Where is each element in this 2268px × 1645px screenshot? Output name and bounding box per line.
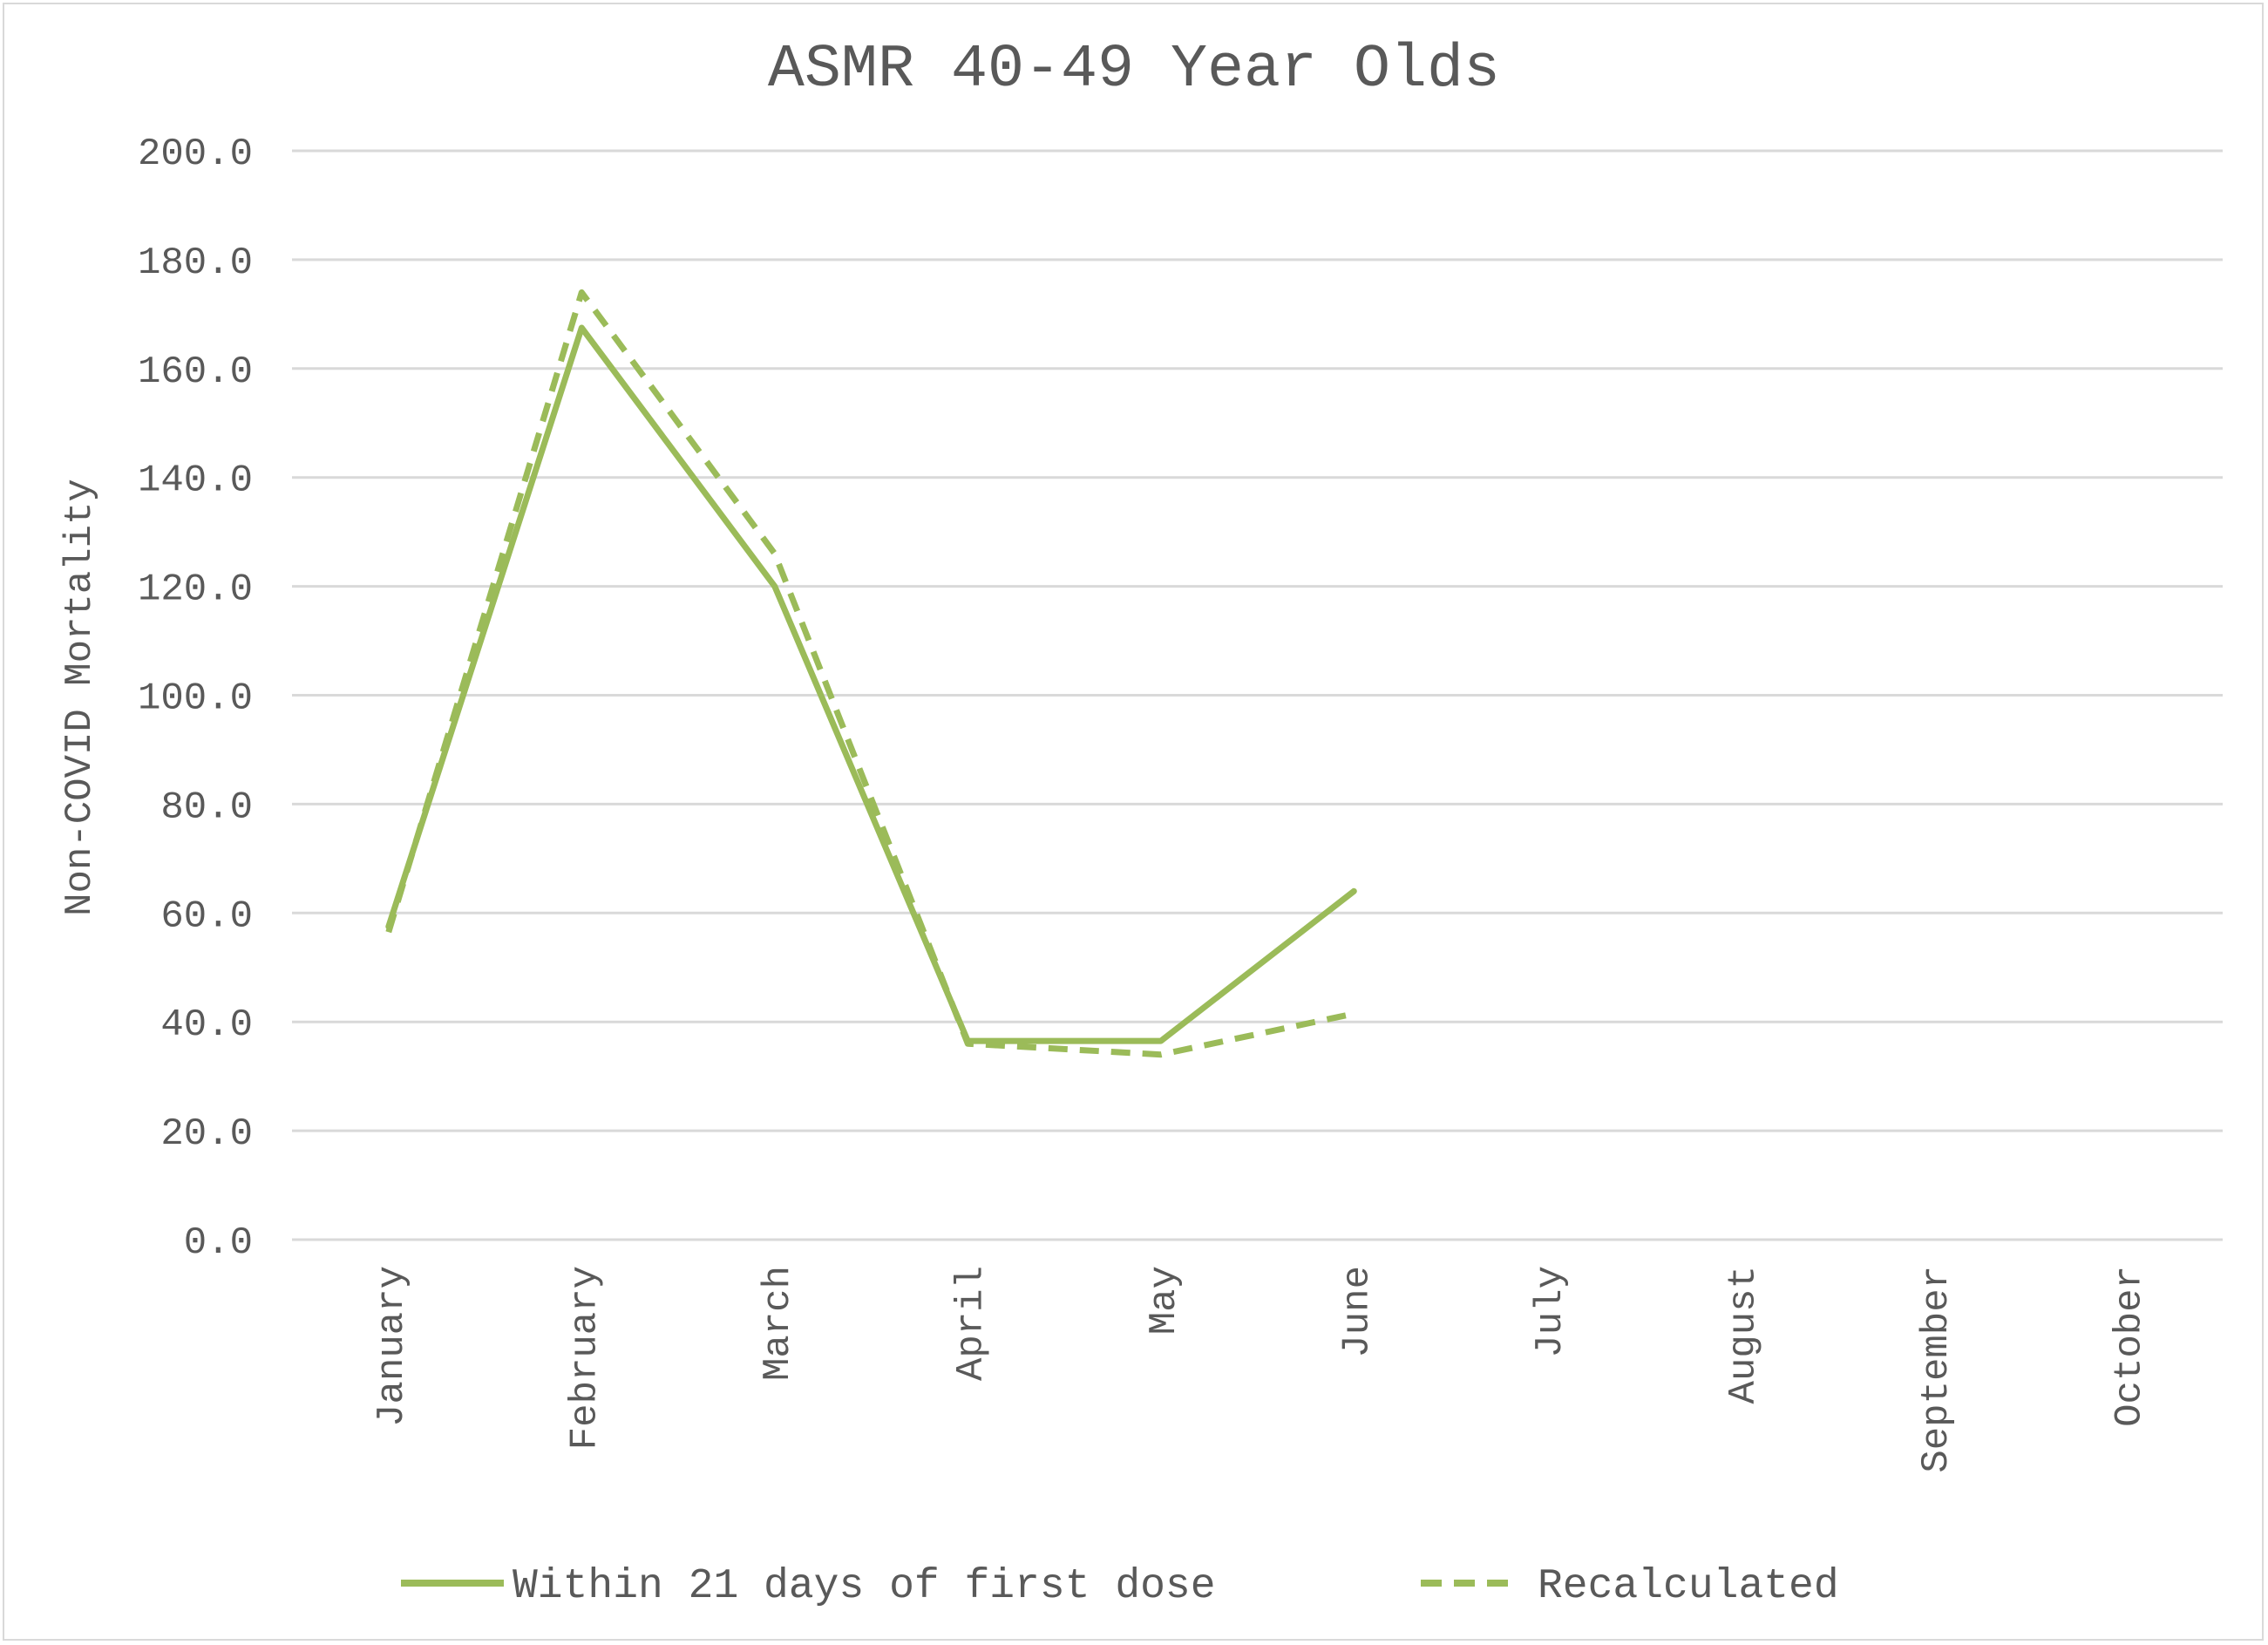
y-tick-label: 20.0	[160, 1112, 253, 1156]
x-tick-label: March	[757, 1266, 800, 1381]
y-tick-label: 120.0	[138, 568, 253, 612]
y-axis-label: Non-COVID Mortality	[58, 479, 102, 916]
y-tick-label: 100.0	[138, 677, 253, 721]
x-tick-label: October	[2108, 1266, 2151, 1427]
y-tick-label: 140.0	[138, 459, 253, 503]
x-tick-label: July	[1529, 1266, 1572, 1358]
x-tick-label: February	[563, 1266, 607, 1450]
series-line-within-21-days	[385, 324, 1357, 1044]
x-tick-label: April	[949, 1266, 993, 1381]
x-tick-label: May	[1143, 1266, 1186, 1335]
x-tick-label: August	[1721, 1266, 1765, 1404]
y-tick-label: 180.0	[138, 241, 253, 285]
y-tick-label: 160.0	[138, 350, 253, 394]
x-tick-label: September	[1915, 1266, 1959, 1473]
legend: Within 21 days of first dose Recalculated	[401, 1563, 1839, 1610]
y-tick-label: 80.0	[160, 785, 253, 829]
chart-title: ASMR 40-49 Year Olds	[768, 36, 1500, 105]
y-tick-label: 0.0	[184, 1221, 253, 1265]
legend-label: Within 21 days of first dose	[513, 1563, 1216, 1610]
y-axis-ticks: 0.0 20.0 40.0 60.0 80.0 100.0 120.0 140.0 160.0 1…	[138, 133, 253, 1265]
series-line-recalculated	[385, 289, 1355, 1058]
chart-frame	[3, 3, 2264, 1641]
legend-label: Recalculated	[1538, 1563, 1839, 1610]
gridlines	[292, 149, 2223, 1241]
x-tick-label: June	[1335, 1266, 1379, 1358]
series-lines	[385, 289, 1357, 1058]
y-tick-label: 40.0	[160, 1003, 253, 1047]
x-axis-ticks: January February March April May June July Augu…	[370, 1266, 2152, 1473]
y-tick-label: 200.0	[138, 133, 253, 176]
x-tick-label: January	[370, 1266, 414, 1427]
y-tick-label: 60.0	[160, 894, 253, 938]
